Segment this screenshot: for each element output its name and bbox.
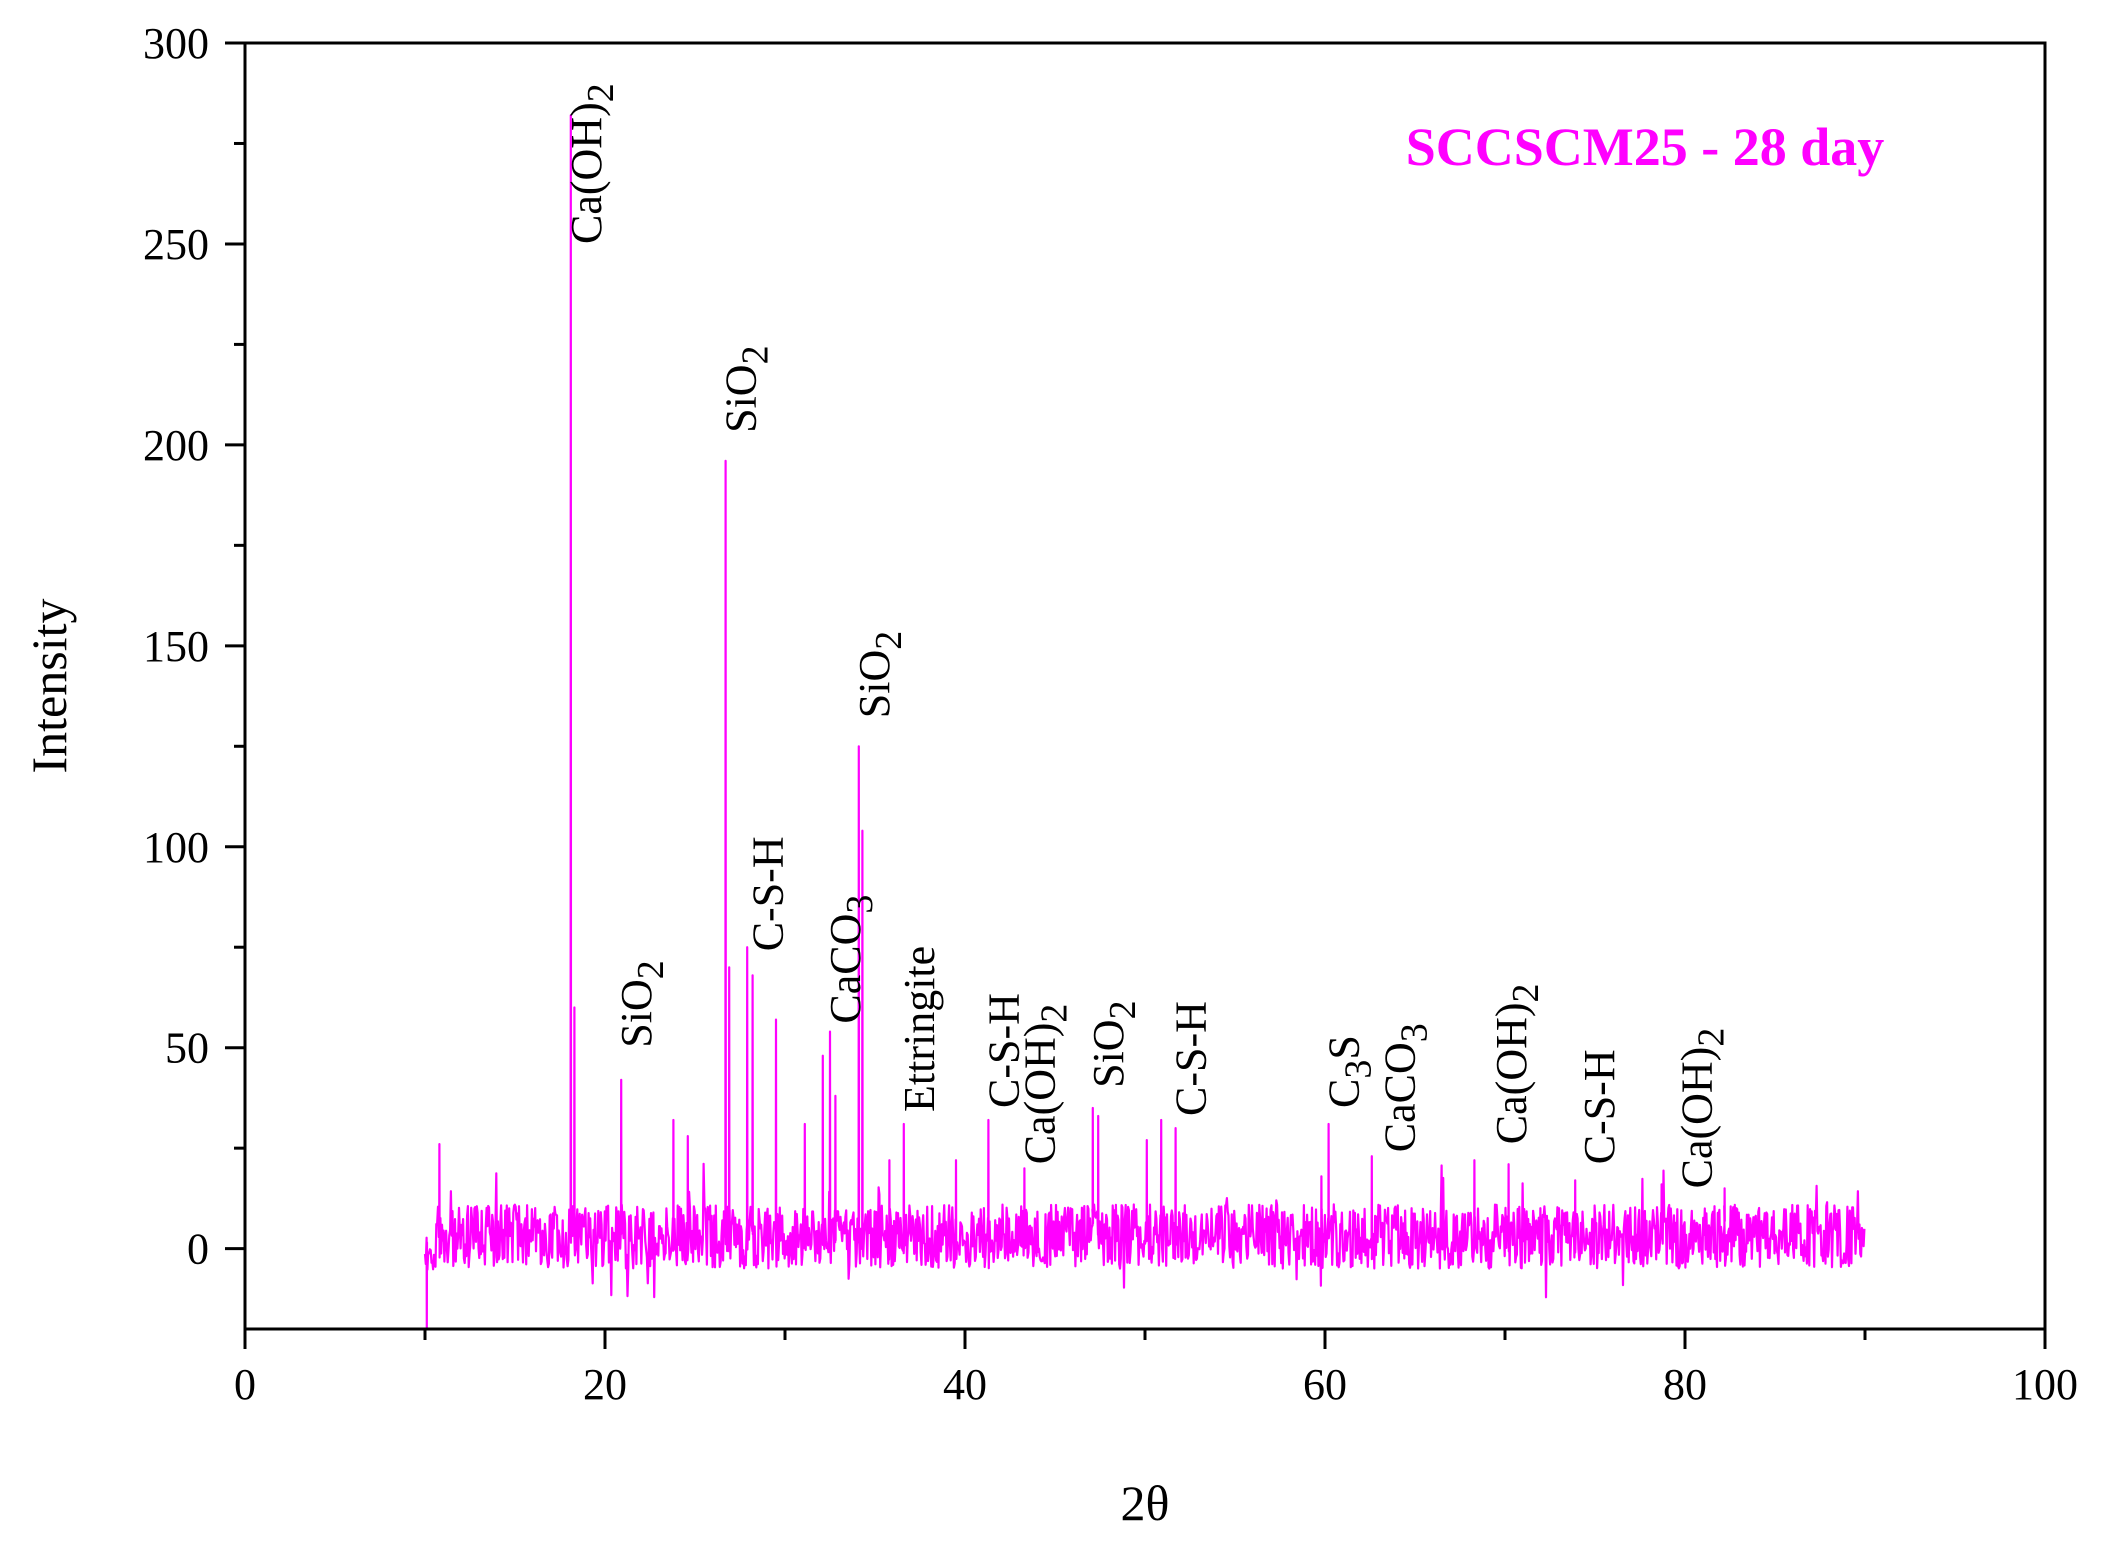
- y-tick-label: 0: [187, 1225, 209, 1274]
- plot-area: [423, 114, 1866, 1331]
- x-tick-label: 100: [2012, 1360, 2078, 1409]
- peak-label: CaCO3: [1375, 1023, 1435, 1152]
- y-tick-label: 300: [143, 19, 209, 68]
- series-line-intensity: [423, 114, 1866, 1331]
- peak-label: Ca(OH)2: [1487, 983, 1547, 1144]
- peak-label: C-S-H: [979, 993, 1028, 1108]
- y-tick-label: 200: [143, 421, 209, 470]
- peak-label: Ca(OH)2: [1672, 1028, 1732, 1189]
- x-tick-label: 60: [1303, 1360, 1347, 1409]
- y-tick-label: 150: [143, 622, 209, 671]
- peak-label: C-S-H: [1167, 1001, 1216, 1116]
- peak-label: CaCO3: [821, 895, 881, 1024]
- x-axis: 0 20 40 60 80 100: [234, 1329, 2078, 1409]
- peak-label: C3S: [1320, 1035, 1380, 1108]
- x-tick-label: 80: [1663, 1360, 1707, 1409]
- peak-label: SiO2: [717, 345, 777, 432]
- peak-label: C-S-H: [744, 836, 793, 951]
- peak-label: Ca(OH)2: [562, 83, 622, 244]
- peak-label: SiO2: [1084, 1000, 1144, 1087]
- y-axis-title: Intensity: [21, 599, 77, 774]
- peak-label: C-S-H: [1575, 1049, 1624, 1164]
- x-axis-title: 2θ: [1121, 1475, 1170, 1531]
- x-tick-label: 40: [943, 1360, 987, 1409]
- peak-label: SiO2: [850, 631, 910, 718]
- y-tick-label: 50: [165, 1024, 209, 1073]
- peak-label: Ca(OH)2: [1015, 1004, 1075, 1165]
- x-tick-label: 0: [234, 1360, 256, 1409]
- x-tick-label: 20: [583, 1360, 627, 1409]
- y-tick-label: 100: [143, 823, 209, 872]
- plot-frame: [243, 41, 2047, 1331]
- peak-label: SiO2: [612, 960, 672, 1047]
- chart-title: SCCSCM25 - 28 day: [1406, 117, 1885, 177]
- y-axis: 0 50 100 150 200 250 300: [143, 19, 245, 1274]
- y-tick-label: 250: [143, 220, 209, 269]
- peak-label: Ettringite: [895, 946, 944, 1112]
